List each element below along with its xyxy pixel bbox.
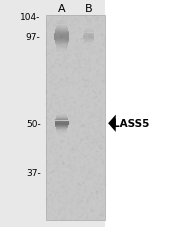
Bar bbox=[85, 45, 93, 46]
Bar bbox=[56, 116, 67, 117]
Bar bbox=[85, 44, 93, 45]
Bar bbox=[56, 117, 67, 118]
Bar bbox=[84, 43, 93, 44]
Bar bbox=[56, 46, 68, 47]
Text: 104-: 104- bbox=[20, 12, 41, 22]
Bar bbox=[55, 44, 68, 45]
Bar bbox=[55, 31, 68, 32]
Bar bbox=[54, 34, 69, 35]
Bar bbox=[55, 30, 68, 31]
Bar bbox=[84, 31, 93, 32]
Bar bbox=[55, 126, 68, 127]
Bar bbox=[56, 24, 67, 25]
Bar bbox=[56, 29, 68, 30]
Bar bbox=[55, 120, 68, 121]
Bar bbox=[84, 41, 93, 42]
Bar bbox=[46, 16, 105, 220]
Bar bbox=[56, 118, 67, 119]
Bar bbox=[83, 38, 94, 39]
Bar bbox=[56, 128, 67, 129]
Bar bbox=[57, 133, 67, 134]
Bar bbox=[55, 121, 68, 122]
Bar bbox=[56, 25, 67, 27]
Bar bbox=[55, 33, 69, 34]
Bar bbox=[54, 37, 69, 39]
Text: B: B bbox=[85, 4, 93, 14]
Bar bbox=[83, 37, 94, 38]
Text: 37-: 37- bbox=[26, 168, 41, 177]
Bar bbox=[84, 32, 93, 33]
Bar bbox=[55, 127, 68, 128]
Bar bbox=[57, 132, 67, 133]
Bar bbox=[56, 131, 67, 132]
Bar bbox=[54, 40, 69, 41]
Text: 97-: 97- bbox=[26, 33, 41, 42]
Bar bbox=[54, 36, 69, 37]
Bar bbox=[55, 123, 69, 124]
Text: 50-: 50- bbox=[26, 119, 41, 128]
Bar bbox=[57, 114, 67, 115]
Bar bbox=[55, 122, 69, 123]
Bar bbox=[55, 32, 69, 33]
Bar bbox=[84, 34, 94, 35]
Bar bbox=[55, 41, 69, 42]
Text: A: A bbox=[58, 4, 66, 14]
Bar bbox=[56, 45, 68, 46]
Bar bbox=[56, 129, 67, 130]
Bar bbox=[84, 42, 93, 43]
Bar bbox=[56, 52, 67, 53]
Bar bbox=[84, 33, 93, 34]
Bar bbox=[56, 49, 67, 51]
Bar bbox=[54, 35, 69, 36]
Bar bbox=[55, 124, 69, 125]
Bar bbox=[85, 29, 93, 30]
Bar bbox=[55, 43, 68, 44]
Bar bbox=[56, 28, 68, 29]
Bar bbox=[105, 0, 169, 227]
Bar bbox=[56, 130, 67, 131]
Bar bbox=[56, 51, 67, 52]
Bar bbox=[55, 125, 69, 126]
Bar bbox=[56, 22, 67, 23]
Bar bbox=[56, 119, 68, 120]
Bar bbox=[57, 115, 67, 116]
Bar bbox=[83, 35, 94, 36]
Bar bbox=[55, 42, 69, 43]
Bar bbox=[85, 30, 93, 31]
Bar bbox=[83, 36, 94, 37]
Bar bbox=[56, 47, 67, 48]
Text: LASS5: LASS5 bbox=[113, 119, 150, 129]
Bar bbox=[56, 23, 67, 24]
Bar bbox=[83, 39, 94, 40]
Polygon shape bbox=[108, 115, 116, 132]
Bar bbox=[84, 40, 94, 41]
Bar bbox=[54, 39, 69, 40]
Bar bbox=[56, 48, 67, 49]
